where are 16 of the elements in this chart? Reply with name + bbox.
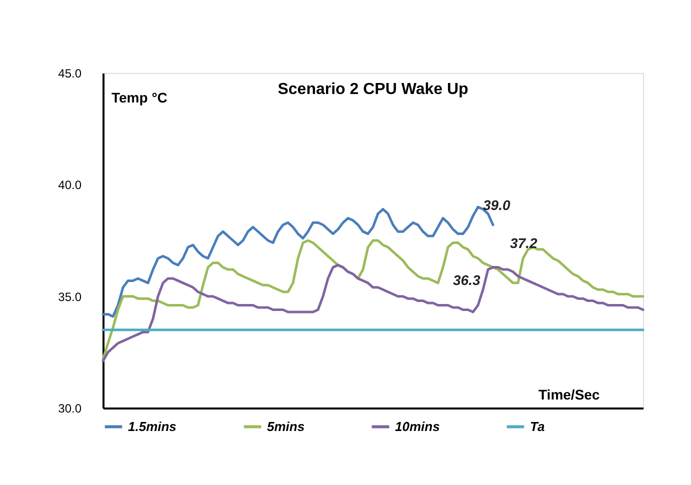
legend-label: 10mins [395,418,440,434]
annotation: 36.3 [453,272,480,288]
annotation: 39.0 [483,197,510,213]
y-tick-label: 45.0 [58,66,82,80]
legend-label: 5mins [267,418,305,434]
chart-title: Scenario 2 CPU Wake Up [278,81,469,98]
line-series [102,239,644,360]
annotation: 37.2 [510,235,538,251]
legend-label: 1.5mins [128,418,176,434]
y-tick-label: 35.0 [58,290,82,304]
line-series [102,264,644,362]
legend-label: Ta [530,418,545,434]
y-tick-label: 40.0 [58,178,82,192]
y-axis-title: Temp °C [112,90,168,106]
x-axis-title: Time/Sec [538,386,600,402]
y-tick-label: 30.0 [58,402,82,416]
